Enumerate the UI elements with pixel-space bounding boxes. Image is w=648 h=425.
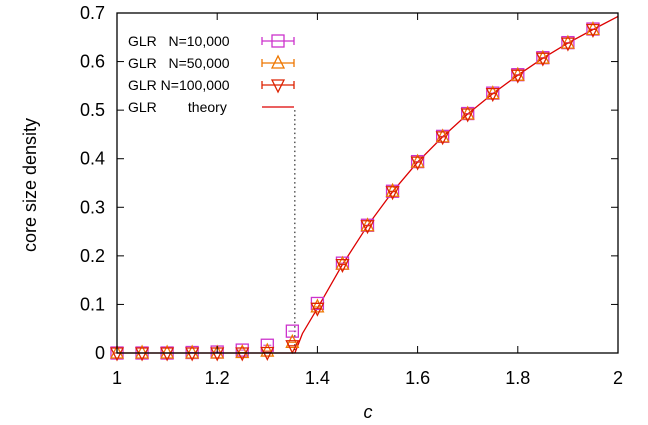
y-tick-label: 0.5 [80, 100, 105, 120]
y-tick-label: 0.7 [80, 3, 105, 23]
data-point-series-2 [560, 34, 575, 49]
y-tick-label: 0.4 [80, 149, 105, 169]
data-point-series-2 [260, 342, 275, 357]
legend-label: GLR N=100,000 [128, 77, 230, 93]
legend-label: GLR theory [128, 99, 227, 115]
data-point-series-2 [435, 128, 450, 143]
data-point-series-3 [335, 258, 350, 274]
legend: GLR N=10,000 GLR N=50,000 GLR N=100,000 GLR… [128, 33, 295, 115]
data-point-series-3 [185, 347, 200, 362]
data-point-series-2 [210, 344, 225, 359]
data-point-series-2 [310, 298, 325, 313]
y-tick-label: 0.3 [80, 197, 105, 217]
data-point-series-3 [560, 37, 575, 52]
data-point-series-2 [385, 182, 400, 197]
y-tick-label: 0.6 [80, 52, 105, 72]
data-point-series-3 [360, 220, 375, 235]
x-tick-label: 1.6 [405, 368, 430, 388]
data-point-series-2 [185, 344, 200, 359]
legend-marker [271, 34, 285, 48]
legend-marker [270, 54, 286, 69]
plot-frame [116, 12, 619, 354]
data-point-series-3 [134, 347, 150, 362]
data-point-series-2 [335, 255, 350, 270]
legend-label: GLR N=10,000 [128, 33, 230, 49]
data-point-series-2 [360, 217, 375, 232]
x-tick-label: 2 [613, 368, 623, 388]
data-point-series-3 [235, 347, 250, 362]
data-point-series-3 [285, 340, 300, 355]
x-tick-label: 1 [112, 368, 122, 388]
x-tick-label: 1.2 [205, 368, 230, 388]
data-point-series-2 [109, 344, 125, 359]
data-point-series-3 [485, 87, 500, 103]
legend-label: GLR N=50,000 [128, 55, 230, 71]
x-axis-title: c [364, 402, 373, 422]
data-point-series-2 [585, 21, 601, 36]
data-point-series-1 [285, 324, 300, 338]
data-point-series-2 [134, 344, 150, 359]
x-tick-label: 1.4 [305, 368, 330, 388]
y-tick-label: 0.2 [80, 246, 105, 266]
y-tick-label: 0 [95, 343, 105, 363]
data-point-series-2 [510, 66, 525, 81]
data-point-series-2 [160, 344, 175, 359]
data-point-series-2 [410, 153, 425, 168]
axes-layer: 1 1.2 1.4 1.6 1.8 2 0 0.1 0.2 0.3 0.4 0.5 0.6 0.7 [80, 3, 623, 388]
data-point-series-2 [460, 105, 475, 120]
x-tick-label: 1.8 [505, 368, 530, 388]
data-point-series-3 [410, 156, 425, 171]
y-axis-title: core size density [20, 118, 40, 252]
data-point-series-3 [385, 186, 400, 201]
data-point-series-3 [585, 23, 601, 38]
data-point-series-3 [160, 347, 175, 362]
data-point-series-3 [510, 69, 525, 84]
data-point-series-3 [535, 52, 550, 67]
data-point-series-3 [460, 108, 475, 123]
data-point-series-2 [535, 49, 550, 64]
data-point-series-2 [235, 344, 250, 359]
data-point-series-3 [435, 131, 450, 146]
legend-marker [270, 79, 286, 94]
y-tick-label: 0.1 [80, 294, 105, 314]
data-point-series-3 [310, 302, 325, 317]
points-layer [109, 21, 601, 362]
data-point-series-2 [485, 85, 500, 100]
